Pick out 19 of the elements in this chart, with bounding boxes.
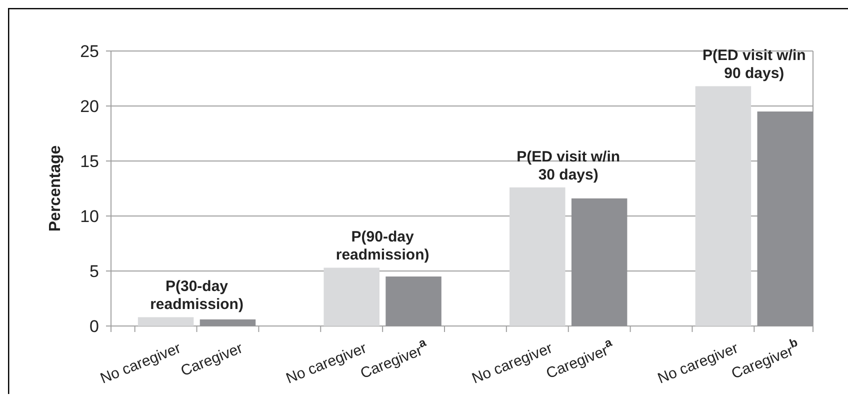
bar xyxy=(386,276,442,326)
annotation: P(ED visit w/in 30 days) xyxy=(516,148,620,184)
bar xyxy=(138,317,194,326)
annotation: P(ED visit w/in 90 days) xyxy=(702,47,806,82)
annotation: P(30-day readmission) xyxy=(150,278,244,314)
y-tick-label: 5 xyxy=(90,262,99,281)
bar xyxy=(510,187,566,326)
y-tick-label: 15 xyxy=(80,152,99,171)
bar xyxy=(695,86,752,326)
bar xyxy=(757,112,813,326)
bar xyxy=(200,319,256,326)
bar xyxy=(571,198,628,326)
bar xyxy=(324,268,380,326)
annotation: P(90-day readmission) xyxy=(336,228,430,264)
y-axis-title: Percentage xyxy=(47,145,64,232)
y-tick-label: 0 xyxy=(90,316,99,336)
y-tick-label: 10 xyxy=(80,206,99,226)
y-tick-label: 20 xyxy=(80,96,99,116)
y-tick-label: 25 xyxy=(80,42,99,61)
